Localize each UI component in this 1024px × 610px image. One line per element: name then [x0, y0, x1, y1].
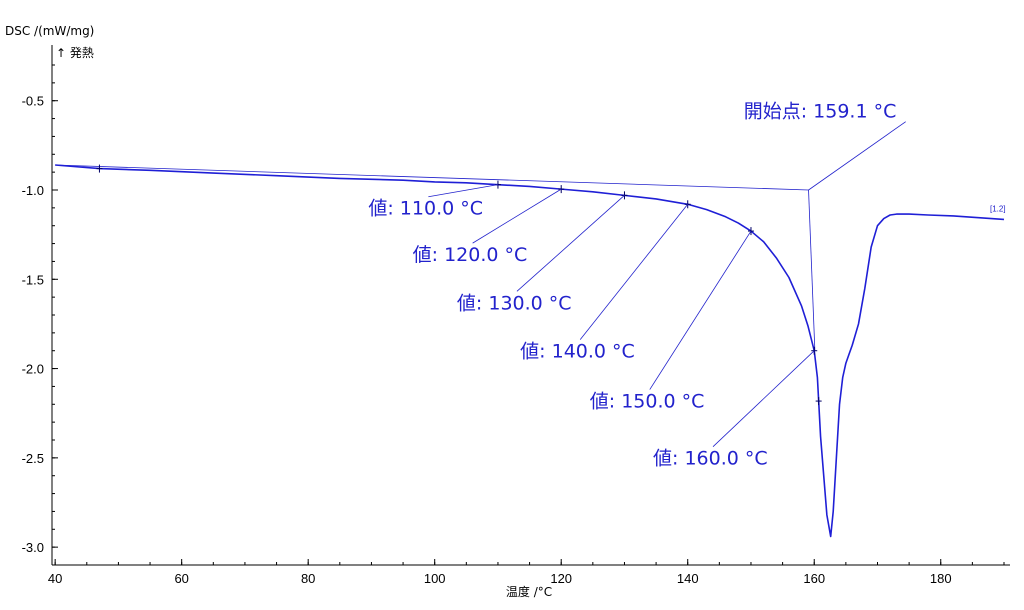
x-tick-label: 180: [930, 571, 952, 586]
y-tick-label: -3.0: [22, 540, 44, 555]
value-leader-line: [712, 350, 815, 448]
y-tick-label: -2.5: [22, 451, 44, 466]
x-tick-label: 40: [48, 571, 62, 586]
x-tick-label: 140: [677, 571, 699, 586]
x-tick-label: 120: [550, 571, 572, 586]
y-tick-label: -1.5: [22, 272, 44, 287]
value-leader-line: [428, 184, 499, 198]
x-tick-label: 160: [803, 571, 825, 586]
series-tag: [1.2]: [990, 204, 1006, 213]
value-label: 値: 140.0 °C: [520, 341, 635, 363]
value-label: 値: 130.0 °C: [457, 292, 572, 314]
onset-tangent-line: [808, 189, 816, 351]
y-tick-label: -0.5: [22, 94, 44, 109]
y-tick-label: -1.0: [22, 183, 44, 198]
x-tick-label: 80: [301, 571, 315, 586]
value-leader-line: [472, 188, 562, 244]
annotations: [1.2] 開始点: 159.1 °C 値: 110.0 °C 値: 120.0 °C…: [368, 101, 1005, 470]
x-axis-title: 温度 /°C: [506, 584, 552, 599]
value-leader-line: [649, 230, 752, 390]
value-leader-line: [516, 195, 625, 292]
onset-leader-line: [808, 121, 906, 191]
value-label: 値: 110.0 °C: [368, 198, 483, 220]
x-tick-label: 60: [174, 571, 188, 586]
y-axis-title: DSC /(mW/mg): [5, 24, 94, 38]
value-label: 値: 120.0 °C: [413, 244, 528, 266]
baseline-line: [55, 164, 809, 191]
dsc-curve: [55, 164, 1005, 538]
value-label: 値: 150.0 °C: [590, 391, 705, 413]
y-axis-subtitle: ↑ 発熱: [56, 46, 94, 60]
y-tick-label: -2.0: [22, 362, 44, 377]
x-tick-label: 100: [424, 571, 446, 586]
value-leader-line: [579, 204, 689, 340]
onset-label: 開始点: 159.1 °C: [744, 101, 897, 123]
axes: -0.5 -1.0 -1.5 -2.0 -2.5 -3.0 40 60 80 100 120 140 1…: [22, 45, 1010, 586]
value-label: 値: 160.0 °C: [653, 448, 768, 470]
